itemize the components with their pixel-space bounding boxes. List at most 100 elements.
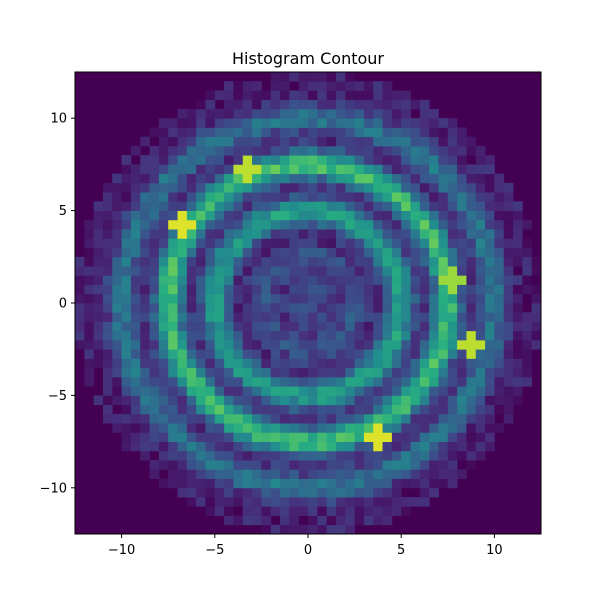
heatmap-cell [457,413,467,424]
heatmap-cell [196,192,206,202]
heatmap-cell [335,367,346,378]
heatmap-cell [158,127,169,138]
heatmap-cell [466,349,477,359]
heatmap-cell [308,164,318,175]
heatmap-cell [196,460,206,470]
heatmap-cell [485,173,495,184]
heatmap-cell [457,312,467,322]
heatmap-cell [149,182,160,193]
heatmap-cell [168,441,178,452]
heatmap-cell [224,386,234,396]
heatmap-cell [531,293,542,304]
heatmap-cell [335,229,346,239]
heatmap-cell [242,155,253,165]
heatmap-cell [84,238,95,248]
heatmap-cell [373,376,383,387]
heatmap-cell [280,256,290,267]
heatmap-cell [438,450,449,461]
heatmap-cell [298,210,309,221]
heatmap-cell [130,145,141,156]
heatmap-cell [130,192,141,202]
y-tick-label: 0 [59,297,67,312]
heatmap-cell [391,155,402,165]
heatmap-cell [401,155,411,165]
heatmap-cell [261,192,272,202]
heatmap-cell [289,404,300,415]
heatmap-cell [419,108,430,119]
heatmap-cell [326,229,337,239]
heatmap-cell [280,376,290,387]
heatmap-cell [242,90,253,101]
heatmap-cell [391,497,402,507]
heatmap-cell [373,127,383,138]
heatmap-cell [308,413,318,424]
heatmap-cell [93,395,104,406]
heatmap-cell [84,321,95,332]
heatmap-cell [419,367,430,378]
heatmap-cell [280,515,290,526]
heatmap-cell [112,312,122,322]
heatmap-cell [513,376,523,387]
heatmap-cell [121,293,132,304]
heatmap-cell [373,118,383,128]
heatmap-cell [280,524,290,535]
heatmap-cell [363,441,374,452]
heatmap-cell [438,201,449,211]
heatmap-cell [140,201,150,211]
heatmap-cell [438,432,449,442]
heatmap-cell [196,229,206,239]
heatmap-cell [149,376,160,387]
heatmap-cell [401,210,411,221]
heatmap-cell [252,450,262,461]
heatmap-cell [457,441,467,452]
heatmap-cell [447,192,458,202]
heatmap-cell [205,321,216,332]
heatmap-cell [177,118,188,128]
heatmap-cell [354,284,365,295]
heatmap-cell [335,339,346,350]
heatmap-cell [345,450,355,461]
heatmap-cell [335,275,346,285]
heatmap-cell [457,303,467,313]
heatmap-cell [373,192,383,202]
heatmap-cell [438,275,449,285]
heatmap-cell [531,303,542,313]
heatmap-cell [354,441,365,452]
heatmap-cell [112,413,122,424]
heatmap-cell [438,173,449,184]
heatmap-cell [447,164,458,175]
heatmap-cell [177,460,188,470]
heatmap-cell [447,229,458,239]
heatmap-cell [494,395,505,406]
heatmap-cell [196,395,206,406]
heatmap-cell [475,155,486,165]
heatmap-cell [345,524,355,535]
heatmap-cell [345,127,355,138]
heatmap-cell [289,219,300,230]
heatmap-cell [289,432,300,442]
heatmap-cell [252,173,262,184]
heatmap-cell [308,99,318,110]
heatmap-cell [186,376,197,387]
heatmap-cell [121,219,132,230]
heatmap-cell [326,367,337,378]
heatmap-cell [354,256,365,267]
heatmap-cell [438,136,449,147]
heatmap-cell [280,238,290,248]
heatmap-cell [121,266,132,276]
heatmap-cell [177,164,188,175]
heatmap-cell [419,330,430,341]
heatmap-cell [242,423,253,433]
heatmap-cell [196,450,206,461]
heatmap-cell [354,136,365,147]
heatmap-cell [466,460,477,470]
heatmap-cell [289,229,300,239]
heatmap-cell [363,108,374,119]
heatmap-cell [363,155,374,165]
heatmap-cell [447,210,458,221]
heatmap-cell [391,182,402,193]
heatmap-cell [354,367,365,378]
heatmap-cell [494,173,505,184]
heatmap-cell [289,469,300,479]
